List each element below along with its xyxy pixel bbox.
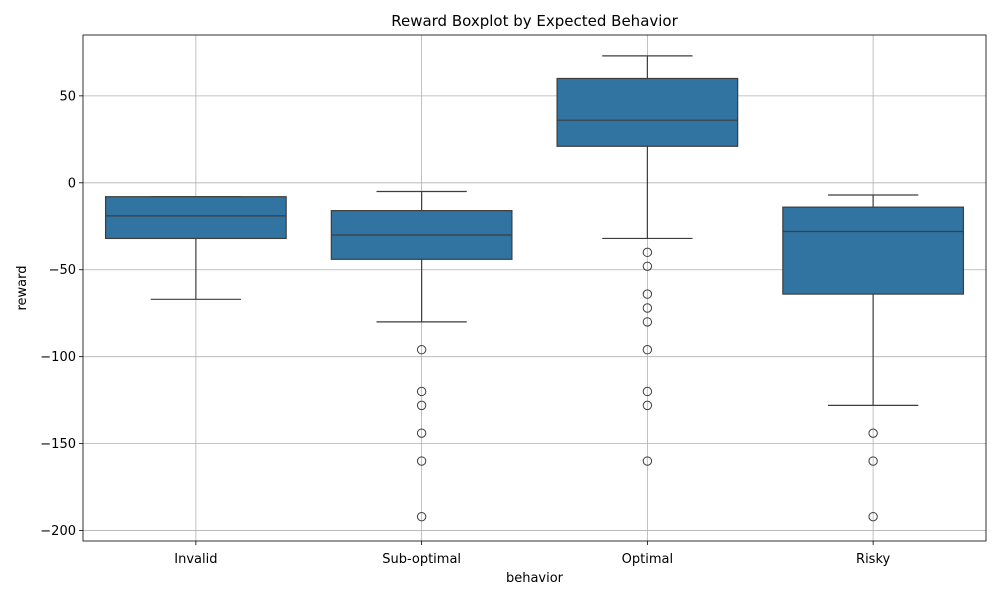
outlier-point bbox=[416, 345, 427, 355]
y-tick-label: 50 bbox=[59, 89, 76, 104]
outlier-point bbox=[642, 456, 653, 466]
box-group-sub-optimal bbox=[330, 190, 513, 522]
outlier-point bbox=[416, 400, 427, 411]
outlier-point bbox=[868, 456, 878, 466]
outlier-point bbox=[642, 345, 653, 355]
outlier-point bbox=[642, 247, 653, 258]
y-tick-label: −50 bbox=[49, 263, 76, 278]
box-group-risky bbox=[782, 194, 965, 522]
outlier-point bbox=[416, 386, 427, 397]
box-group-invalid bbox=[104, 196, 287, 300]
outlier-point bbox=[416, 428, 427, 438]
outlier-point bbox=[642, 400, 653, 411]
outlier-point bbox=[868, 511, 878, 522]
axes: 50 0 −50 −100 −150 −200 Invalid Sub-optimal Opti… bbox=[40, 89, 890, 567]
outlier-point bbox=[868, 428, 878, 438]
outlier-point bbox=[642, 317, 653, 327]
x-tick-label: Risky bbox=[856, 552, 890, 567]
y-tick-label: −200 bbox=[40, 524, 76, 539]
x-tick-label: Optimal bbox=[622, 552, 673, 567]
outlier-point bbox=[642, 261, 653, 271]
outlier-point bbox=[642, 303, 653, 313]
outlier-point bbox=[416, 456, 427, 466]
y-axis-label: reward bbox=[15, 265, 30, 310]
outlier-point bbox=[642, 386, 653, 397]
x-axis-label: behavior bbox=[506, 571, 564, 586]
y-tick-label: −150 bbox=[40, 437, 76, 452]
box-iqr bbox=[782, 206, 965, 295]
x-tick-label: Sub-optimal bbox=[382, 552, 461, 567]
plot-frame bbox=[82, 34, 987, 542]
chart-title: Reward Boxplot by Expected Behavior bbox=[391, 12, 678, 30]
box-group-optimal bbox=[556, 55, 739, 466]
y-tick-label: 0 bbox=[68, 176, 76, 191]
y-tick-label: −100 bbox=[40, 350, 76, 365]
outlier-point bbox=[642, 289, 653, 299]
x-tick-label: Invalid bbox=[174, 552, 217, 567]
box-iqr bbox=[556, 77, 739, 147]
boxes bbox=[104, 55, 965, 522]
box-iqr bbox=[104, 196, 287, 240]
outlier-point bbox=[416, 511, 427, 522]
